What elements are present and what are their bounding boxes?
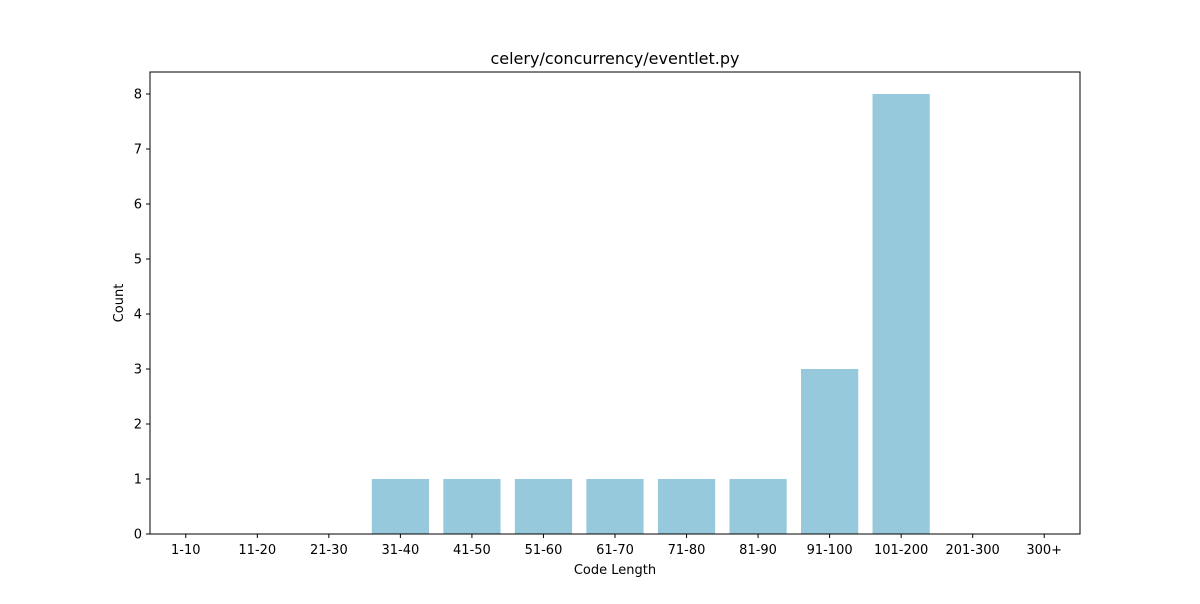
x-tick-label: 11-20: [238, 543, 276, 558]
bar-31-40: [371, 479, 429, 534]
y-tick-label: 1: [134, 473, 142, 488]
x-tick-label: 61-70: [596, 543, 634, 558]
y-axis-label: Count: [112, 284, 127, 323]
y-tick-label: 0: [134, 528, 142, 543]
bar-71-80: [657, 479, 716, 534]
bar-81-90: [729, 479, 787, 534]
bar-61-70: [586, 479, 644, 534]
y-tick-label: 8: [134, 88, 142, 103]
x-tick-label: 91-100: [807, 543, 853, 558]
y-tick-label: 4: [134, 308, 142, 323]
bar-41-50: [443, 479, 501, 534]
x-axis-label: Code Length: [574, 563, 656, 578]
x-tick-label: 1-10: [171, 543, 201, 558]
x-tick-label: 51-60: [525, 543, 563, 558]
x-tick-label: 101-200: [874, 543, 928, 558]
bar-51-60: [514, 479, 573, 534]
x-tick-label: 21-30: [310, 543, 348, 558]
y-tick-label: 3: [134, 363, 142, 378]
plot-frame: [149, 71, 1081, 535]
bar-101-200: [872, 94, 930, 534]
x-tick-label: 71-80: [668, 543, 706, 558]
chart-title: celery/concurrency/eventlet.py: [490, 49, 739, 68]
y-tick-label: 2: [134, 418, 142, 433]
x-tick-label: 81-90: [739, 543, 777, 558]
y-axis-ticks: 0 1 2 3 4 5 6 7 8: [134, 88, 150, 543]
y-tick-label: 7: [134, 143, 142, 158]
x-tick-label: 31-40: [381, 543, 419, 558]
x-tick-label: 201-300: [946, 543, 1000, 558]
x-tick-label: 41-50: [453, 543, 491, 558]
y-tick-label: 6: [134, 198, 142, 213]
x-axis-ticks: 1-10 11-20 21-30 31-40 41-50 51-60 61-70 71-80 8…: [171, 534, 1062, 558]
x-tick-label: 300+: [1026, 543, 1062, 558]
bars-layer: [371, 94, 930, 534]
y-tick-label: 5: [134, 253, 142, 268]
bar-91-100: [801, 369, 859, 534]
